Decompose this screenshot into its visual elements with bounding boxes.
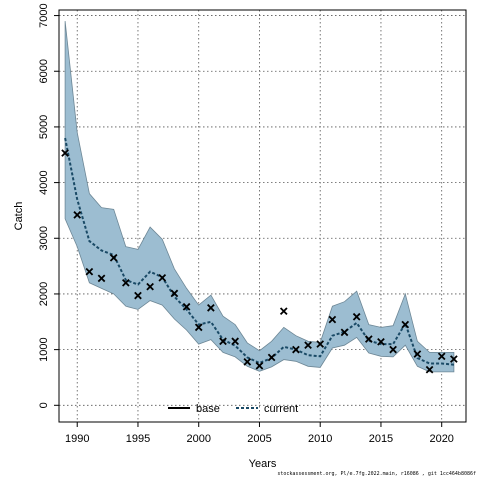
observed-point-2021 xyxy=(450,355,458,363)
x-tick-label-2015: 2015 xyxy=(369,433,393,445)
y-tick-label-5000: 5000 xyxy=(38,115,50,139)
x-tick-label-1990: 1990 xyxy=(65,433,89,445)
confidence-band xyxy=(64,21,455,373)
series-current-line xyxy=(64,137,454,366)
observed-point-2012 xyxy=(340,328,349,337)
observed-point-2011 xyxy=(328,315,337,324)
plot-frame xyxy=(58,9,467,423)
observed-point-2018 xyxy=(413,350,422,358)
y-tick-label-1000: 1000 xyxy=(38,337,50,361)
observed-points xyxy=(61,149,458,374)
y-tick-label-7000: 7000 xyxy=(38,3,50,27)
x-tick-label-2020: 2020 xyxy=(429,433,453,445)
observed-point-2020 xyxy=(437,352,446,361)
footer-source: stockassessment.org, Pl/e.7fg.2022.main,… xyxy=(277,471,476,477)
grid-lines xyxy=(59,10,466,422)
y-tick-label-0: 0 xyxy=(38,402,50,408)
observed-point-2008 xyxy=(292,345,300,354)
observed-point-1990 xyxy=(73,211,82,219)
observed-point-2015 xyxy=(377,337,385,346)
x-axis: 1990 1995 2000 2005 2010 2015 2020 xyxy=(65,422,454,445)
legend: base current xyxy=(168,403,298,415)
observed-point-1992 xyxy=(97,274,106,283)
observed-point-2006 xyxy=(267,353,276,362)
observed-point-1993 xyxy=(109,253,118,262)
legend-current-label: current xyxy=(264,403,298,415)
observed-point-2007 xyxy=(279,307,288,316)
observed-point-2014 xyxy=(364,335,373,343)
observed-point-2003 xyxy=(231,337,240,346)
observed-point-2009 xyxy=(304,341,312,350)
x-tick-label-2005: 2005 xyxy=(247,433,271,445)
observed-point-2005 xyxy=(255,361,264,370)
observed-point-2016 xyxy=(389,345,397,354)
observed-point-2000 xyxy=(194,323,203,332)
observed-point-2019 xyxy=(425,365,434,374)
observed-point-1999 xyxy=(182,302,191,311)
y-tick-label-3000: 3000 xyxy=(38,226,50,250)
observed-point-1997 xyxy=(158,273,167,282)
observed-point-1996 xyxy=(146,282,154,291)
x-tick-label-1995: 1995 xyxy=(126,433,150,445)
observed-point-1994 xyxy=(121,278,130,287)
y-axis: 0 1000 2000 3000 4000 5000 6000 7000 xyxy=(38,3,59,408)
x-tick-label-2010: 2010 xyxy=(308,433,332,445)
y-tick-label-6000: 6000 xyxy=(38,59,50,83)
observed-point-2013 xyxy=(352,312,361,321)
observed-point-2017 xyxy=(401,320,410,329)
observed-point-2004 xyxy=(243,358,252,366)
y-tick-label-4000: 4000 xyxy=(38,170,50,194)
observed-point-2010 xyxy=(316,340,325,348)
observed-point-1991 xyxy=(85,267,94,276)
y-axis-title: Catch xyxy=(13,202,25,231)
x-tick-label-2000: 2000 xyxy=(186,433,210,445)
observed-point-2002 xyxy=(219,337,227,346)
observed-point-1989 xyxy=(61,149,69,157)
y-tick-label-2000: 2000 xyxy=(38,282,50,306)
observed-point-1995 xyxy=(134,291,142,300)
x-axis-title: Years xyxy=(249,458,277,470)
observed-point-2001 xyxy=(207,304,215,312)
observed-point-1998 xyxy=(170,289,179,298)
legend-base-label: base xyxy=(196,403,220,415)
